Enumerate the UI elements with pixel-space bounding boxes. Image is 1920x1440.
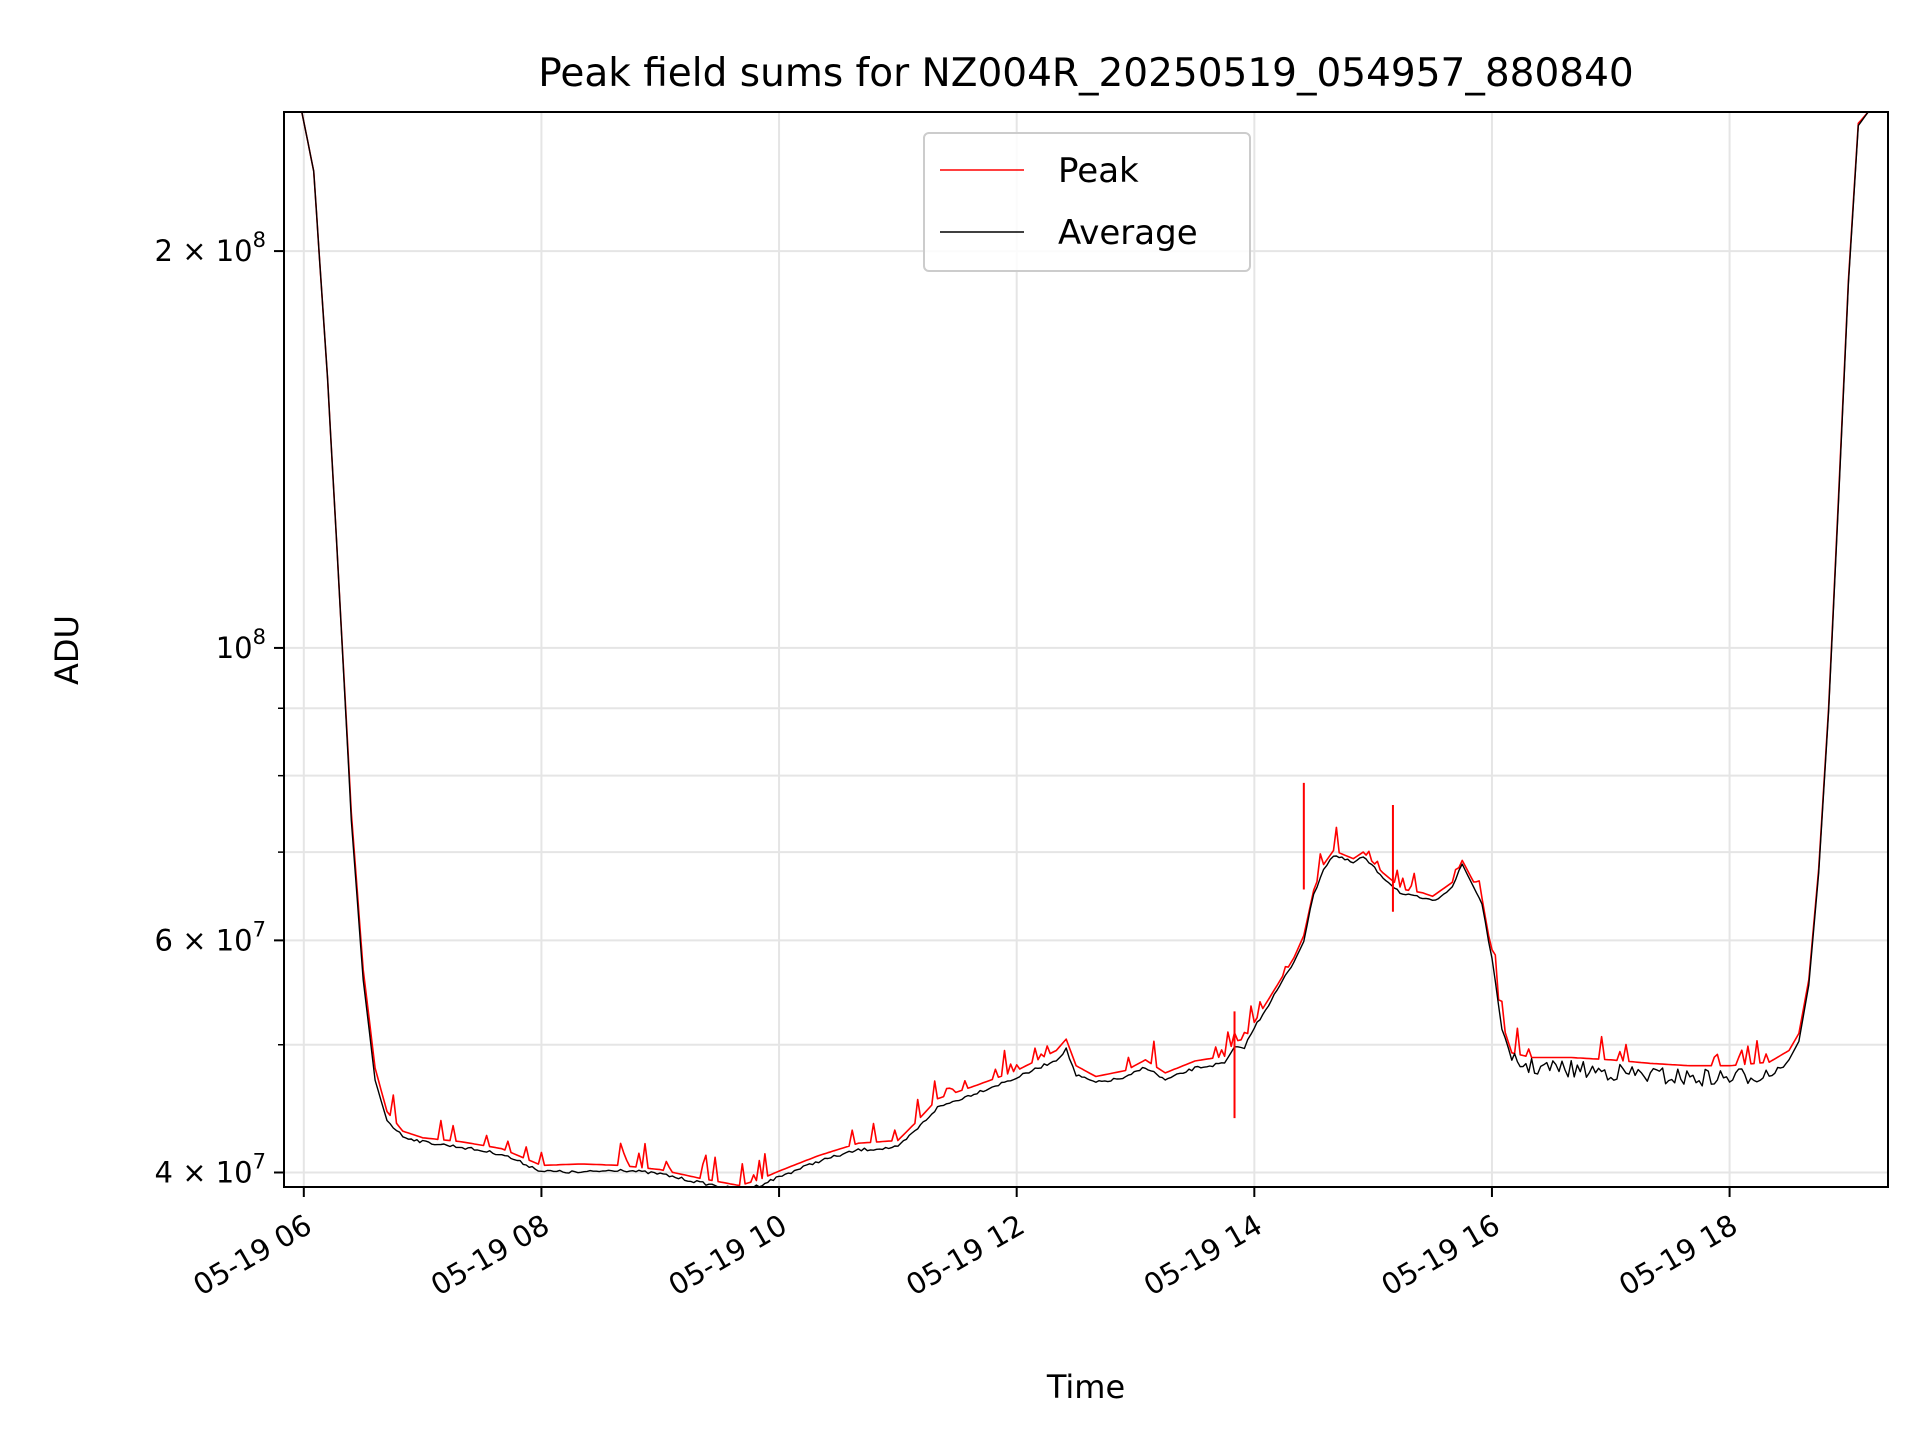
y-tick-label: 6 × 107 <box>155 917 266 957</box>
y-tick-label: 108 <box>216 625 266 665</box>
legend-box <box>923 132 1251 272</box>
series-layer <box>301 112 1879 1187</box>
legend: Peak Average <box>923 132 1251 272</box>
y-tick-label: 4 × 107 <box>155 1150 266 1190</box>
y-tick-exponent: 8 <box>253 228 266 252</box>
chart-title: Peak field sums for NZ004R_20250519_0549… <box>538 51 1634 96</box>
series-line-peak <box>301 112 1879 1187</box>
y-tick-base: 10 <box>216 631 253 665</box>
y-tick-base: 4 × 10 <box>155 1156 253 1190</box>
y-tick-base: 6 × 10 <box>155 923 253 957</box>
plot-frame <box>283 111 1889 1188</box>
series-line-average <box>301 112 1879 1187</box>
y-tick-exponent: 7 <box>253 1150 266 1174</box>
legend-label-average: Average <box>1058 213 1198 253</box>
y-tick-label: 2 × 108 <box>155 228 266 268</box>
y-tick-exponent: 8 <box>253 625 266 649</box>
legend-label-peak: Peak <box>1058 151 1139 191</box>
y-tick-base: 2 × 10 <box>155 234 253 268</box>
y-tick-exponent: 7 <box>253 917 266 941</box>
x-axis-title: Time <box>1046 1368 1125 1406</box>
y-axis-title: ADU <box>48 615 86 685</box>
